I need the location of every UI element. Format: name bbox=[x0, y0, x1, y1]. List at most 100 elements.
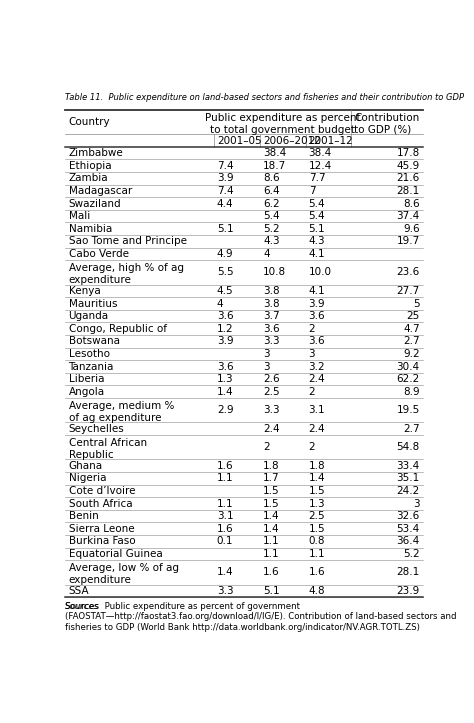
Text: Kenya: Kenya bbox=[69, 286, 100, 296]
Text: Seychelles: Seychelles bbox=[69, 424, 124, 434]
Text: 38.4: 38.4 bbox=[263, 148, 286, 158]
Text: 2001–12: 2001–12 bbox=[309, 135, 354, 145]
Text: 3.1: 3.1 bbox=[309, 406, 325, 415]
Text: 33.4: 33.4 bbox=[396, 461, 419, 471]
Text: 18.7: 18.7 bbox=[263, 161, 286, 171]
Text: 3: 3 bbox=[263, 362, 270, 372]
Text: 24.2: 24.2 bbox=[396, 486, 419, 496]
Text: Ghana: Ghana bbox=[69, 461, 103, 471]
Text: 3: 3 bbox=[263, 349, 270, 359]
Text: 5.4: 5.4 bbox=[263, 211, 280, 221]
Text: 1.6: 1.6 bbox=[217, 523, 233, 534]
Text: 4.4: 4.4 bbox=[217, 199, 233, 208]
Text: 2.7: 2.7 bbox=[403, 424, 419, 434]
Text: 2006–2012: 2006–2012 bbox=[263, 135, 321, 145]
Text: 4.3: 4.3 bbox=[309, 236, 325, 247]
Text: 3.2: 3.2 bbox=[309, 362, 325, 372]
Text: 1.5: 1.5 bbox=[263, 499, 280, 508]
Text: 38.4: 38.4 bbox=[309, 148, 332, 158]
Text: Sources  Public expenditure as percent of government (FAOSTAT—http://faostat3.fa: Sources Public expenditure as percent of… bbox=[65, 602, 457, 632]
Text: 5.2: 5.2 bbox=[263, 223, 280, 234]
Text: 1.1: 1.1 bbox=[263, 536, 280, 547]
Text: 3.6: 3.6 bbox=[217, 311, 233, 321]
Text: 17.8: 17.8 bbox=[396, 148, 419, 158]
Text: 1.1: 1.1 bbox=[217, 474, 233, 484]
Text: Uganda: Uganda bbox=[69, 311, 109, 321]
Text: 21.6: 21.6 bbox=[396, 174, 419, 184]
Text: 3.3: 3.3 bbox=[217, 586, 233, 596]
Text: Cabo Verde: Cabo Verde bbox=[69, 249, 128, 259]
Text: 1.6: 1.6 bbox=[217, 461, 233, 471]
Text: Tanzania: Tanzania bbox=[69, 362, 114, 372]
Text: 4.8: 4.8 bbox=[309, 586, 325, 596]
Text: 1.3: 1.3 bbox=[309, 499, 325, 508]
Text: 23.9: 23.9 bbox=[396, 586, 419, 596]
Text: Cote d’Ivoire: Cote d’Ivoire bbox=[69, 486, 135, 496]
Text: 7.4: 7.4 bbox=[217, 161, 233, 171]
Text: 3.8: 3.8 bbox=[263, 299, 280, 309]
Text: 6.2: 6.2 bbox=[263, 199, 280, 208]
Text: 2.4: 2.4 bbox=[309, 375, 325, 384]
Text: Namibia: Namibia bbox=[69, 223, 112, 234]
Text: Lesotho: Lesotho bbox=[69, 349, 109, 359]
Text: 5: 5 bbox=[413, 299, 419, 309]
Text: 7: 7 bbox=[309, 186, 315, 196]
Text: 1.4: 1.4 bbox=[217, 387, 233, 397]
Text: 8.6: 8.6 bbox=[263, 174, 280, 184]
Text: 1.5: 1.5 bbox=[263, 486, 280, 496]
Text: 5.4: 5.4 bbox=[309, 211, 325, 221]
Text: Country: Country bbox=[69, 117, 110, 127]
Text: Congo, Republic of: Congo, Republic of bbox=[69, 324, 166, 334]
Text: 6.4: 6.4 bbox=[263, 186, 280, 196]
Text: 1.5: 1.5 bbox=[309, 486, 325, 496]
Text: 1.1: 1.1 bbox=[263, 549, 280, 559]
Text: 2: 2 bbox=[309, 387, 315, 397]
Text: 3: 3 bbox=[309, 349, 315, 359]
Text: 23.6: 23.6 bbox=[396, 268, 419, 278]
Text: 12.4: 12.4 bbox=[309, 161, 332, 171]
Text: 2: 2 bbox=[309, 442, 315, 453]
Text: Sierra Leone: Sierra Leone bbox=[69, 523, 134, 534]
Text: 4.1: 4.1 bbox=[309, 249, 325, 259]
Text: Swaziland: Swaziland bbox=[69, 199, 121, 208]
Text: 3.3: 3.3 bbox=[263, 336, 280, 346]
Text: 7.7: 7.7 bbox=[309, 174, 325, 184]
Text: 0.8: 0.8 bbox=[309, 536, 325, 547]
Text: 1.7: 1.7 bbox=[263, 474, 280, 484]
Text: 1.6: 1.6 bbox=[309, 568, 325, 578]
Text: 28.1: 28.1 bbox=[396, 186, 419, 196]
Text: 3.7: 3.7 bbox=[263, 311, 280, 321]
Text: 5.1: 5.1 bbox=[309, 223, 325, 234]
Text: Zambia: Zambia bbox=[69, 174, 108, 184]
Text: 4.5: 4.5 bbox=[217, 286, 233, 296]
Text: 1.4: 1.4 bbox=[309, 474, 325, 484]
Text: 3.8: 3.8 bbox=[263, 286, 280, 296]
Text: Public expenditure as percent
to total government budget: Public expenditure as percent to total g… bbox=[205, 113, 360, 134]
Text: 7.4: 7.4 bbox=[217, 186, 233, 196]
Text: 3.6: 3.6 bbox=[309, 336, 325, 346]
Text: 2.5: 2.5 bbox=[309, 511, 325, 521]
Text: 19.5: 19.5 bbox=[396, 406, 419, 415]
Text: 1.4: 1.4 bbox=[263, 523, 280, 534]
Text: 28.1: 28.1 bbox=[396, 568, 419, 578]
Text: 3.6: 3.6 bbox=[217, 362, 233, 372]
Text: Central African
Republic: Central African Republic bbox=[69, 438, 146, 460]
Text: Mali: Mali bbox=[69, 211, 90, 221]
Text: 2001–05: 2001–05 bbox=[217, 135, 262, 145]
Text: 2.4: 2.4 bbox=[263, 424, 280, 434]
Text: 45.9: 45.9 bbox=[396, 161, 419, 171]
Text: 2.4: 2.4 bbox=[309, 424, 325, 434]
Text: South Africa: South Africa bbox=[69, 499, 132, 508]
Text: SSA: SSA bbox=[69, 586, 89, 596]
Text: 2.6: 2.6 bbox=[263, 375, 280, 384]
Text: 5.5: 5.5 bbox=[217, 268, 233, 278]
Text: 1.4: 1.4 bbox=[263, 511, 280, 521]
Text: 1.4: 1.4 bbox=[217, 568, 233, 578]
Text: 4.9: 4.9 bbox=[217, 249, 233, 259]
Text: 3: 3 bbox=[413, 499, 419, 508]
Text: 2.7: 2.7 bbox=[403, 336, 419, 346]
Text: 3.1: 3.1 bbox=[217, 511, 233, 521]
Text: 1.8: 1.8 bbox=[263, 461, 280, 471]
Text: 10.8: 10.8 bbox=[263, 268, 286, 278]
Text: 4.7: 4.7 bbox=[403, 324, 419, 334]
